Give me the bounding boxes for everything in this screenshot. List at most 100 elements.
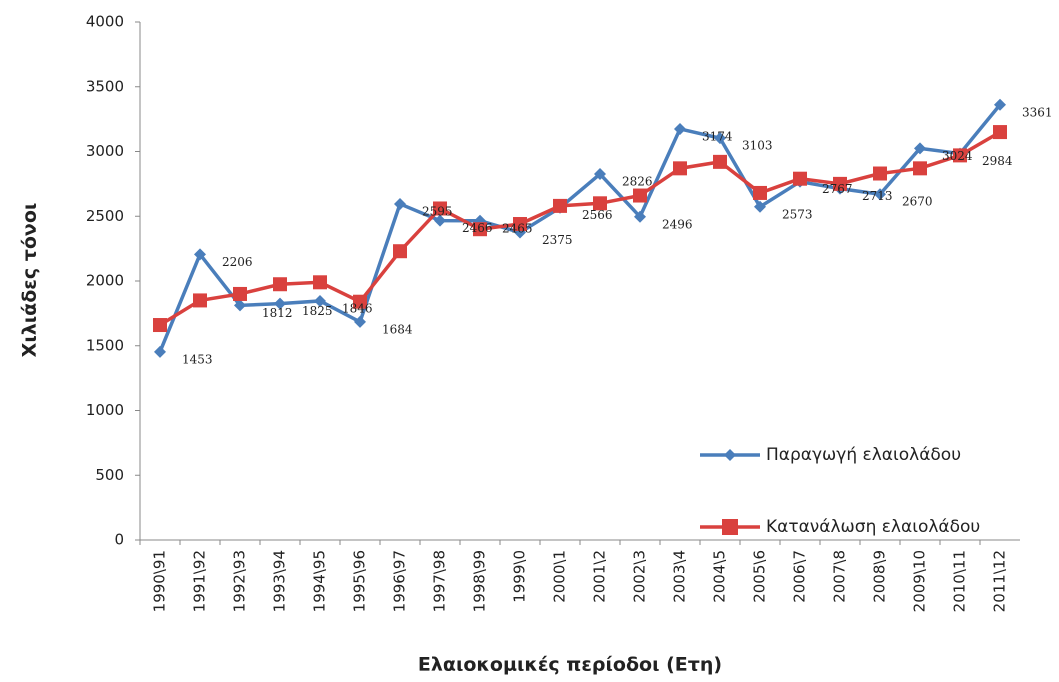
marker [913, 161, 927, 176]
y-tick-label: 4000 [86, 13, 124, 31]
data-label: 2767 [822, 182, 853, 196]
data-label: 2713 [862, 189, 893, 203]
marker [513, 217, 527, 232]
x-tick-label: 2002\3 [631, 550, 649, 603]
y-tick-label: 500 [95, 466, 124, 484]
marker [722, 519, 738, 535]
x-tick-label: 1997\98 [431, 550, 449, 612]
marker [233, 286, 247, 301]
marker [873, 166, 887, 181]
marker [394, 197, 406, 210]
data-label: 1825 [302, 304, 333, 318]
marker [833, 176, 847, 191]
data-label: 2466 [462, 221, 493, 235]
data-label: 2566 [582, 208, 613, 222]
x-tick-label: 2000\1 [551, 550, 569, 603]
marker [193, 293, 207, 308]
marker [593, 196, 607, 211]
x-tick-label: 1991\92 [191, 550, 209, 612]
x-tick-label: 2004\5 [711, 550, 729, 603]
legend-label: Κατανάλωση ελαιολάδου [766, 517, 980, 537]
x-tick-label: 2010\11 [951, 550, 969, 612]
y-tick-label: 1000 [86, 401, 124, 419]
data-label: 1812 [262, 306, 293, 320]
x-tick-label: 2011\12 [991, 550, 1009, 612]
marker [713, 154, 727, 169]
marker [393, 244, 407, 259]
y-tick-label: 3500 [86, 77, 124, 95]
series-line [159, 130, 1001, 327]
marker [714, 132, 726, 145]
marker [673, 161, 687, 176]
x-tick-label: 2009\10 [911, 550, 929, 612]
x-tick-label: 2008\9 [871, 550, 889, 603]
marker [994, 98, 1006, 111]
y-tick-label: 0 [114, 531, 124, 549]
data-label: 2573 [782, 207, 813, 221]
x-tick-label: 2005\6 [751, 550, 769, 603]
data-label: 3361 [1022, 105, 1053, 119]
marker [674, 122, 686, 135]
y-tick-label: 2000 [86, 272, 124, 290]
marker [194, 248, 206, 261]
data-label: 2206 [222, 255, 253, 269]
marker [434, 214, 446, 227]
data-label: 3174 [702, 129, 733, 143]
series-line [158, 103, 1002, 353]
legend-label: Παραγωγή ελαιολάδου [766, 445, 961, 465]
marker [473, 222, 487, 237]
marker [274, 297, 286, 310]
x-tick-label: 1992\93 [231, 550, 249, 612]
data-label: 2984 [982, 154, 1013, 168]
marker [154, 345, 166, 358]
data-label: 2670 [902, 195, 933, 209]
data-label: 1846 [342, 301, 373, 315]
data-label: 1684 [382, 322, 413, 336]
y-axis-title: Χιλιάδες τόνοι [19, 203, 41, 358]
marker [953, 148, 967, 163]
data-label: 3024 [942, 149, 973, 163]
marker [314, 294, 326, 307]
y-tick-label: 1500 [86, 336, 124, 354]
x-tick-label: 1990\91 [151, 550, 169, 612]
data-label: 1453 [182, 352, 213, 366]
marker [914, 142, 926, 155]
x-tick-label: 1995\96 [351, 550, 369, 612]
data-label: 2826 [622, 175, 653, 189]
marker [724, 449, 736, 461]
x-tick-label: 1993\94 [271, 550, 289, 612]
marker [633, 188, 647, 203]
x-tick-label: 1996\97 [391, 550, 409, 612]
data-label: 2595 [422, 204, 453, 218]
marker [354, 315, 366, 328]
marker [793, 171, 807, 186]
marker [313, 275, 327, 290]
marker [153, 318, 167, 333]
x-tick-label: 2001\2 [591, 550, 609, 603]
data-label: 3103 [742, 139, 773, 153]
data-label: 2496 [662, 217, 693, 231]
x-tick-label: 2003\4 [671, 550, 689, 603]
marker [753, 185, 767, 200]
marker [234, 299, 246, 312]
marker [594, 168, 606, 181]
x-axis-title: Ελαιοκομικές περίοδοι (Ετη) [418, 654, 722, 676]
data-label: 2375 [542, 233, 573, 247]
data-label: 2465 [502, 221, 533, 235]
marker [273, 277, 287, 292]
x-tick-label: 1998\99 [471, 550, 489, 612]
marker [433, 201, 447, 216]
y-tick-label: 3000 [86, 142, 124, 160]
x-tick-label: 1994\95 [311, 550, 329, 612]
y-tick-label: 2500 [86, 207, 124, 225]
marker [993, 125, 1007, 140]
x-tick-label: 2006\7 [791, 550, 809, 603]
marker [634, 210, 646, 223]
marker [754, 200, 766, 213]
x-tick-label: 2007\8 [831, 550, 849, 603]
marker [553, 198, 567, 213]
x-tick-label: 1999\0 [511, 550, 529, 603]
marker [874, 188, 886, 201]
marker [353, 294, 367, 309]
